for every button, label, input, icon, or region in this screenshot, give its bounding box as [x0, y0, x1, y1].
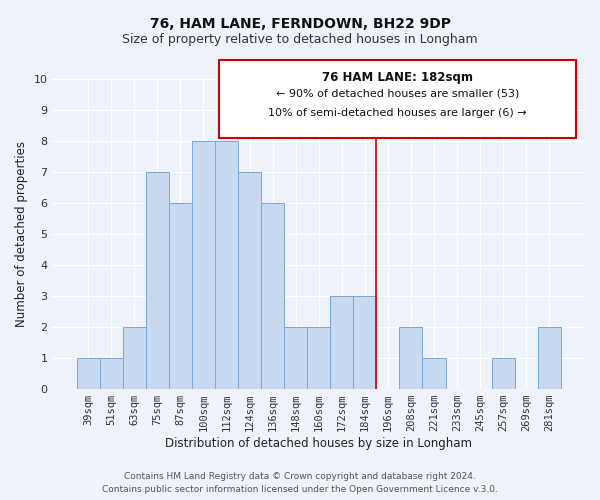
Text: Contains public sector information licensed under the Open Government Licence v.: Contains public sector information licen… [102, 485, 498, 494]
Bar [146, 172, 169, 389]
Text: Contains HM Land Registry data © Crown copyright and database right 2024.: Contains HM Land Registry data © Crown c… [124, 472, 476, 481]
Bar [330, 296, 353, 389]
Bar [400, 327, 422, 389]
Bar [261, 203, 284, 389]
Text: 76, HAM LANE, FERNDOWN, BH22 9DP: 76, HAM LANE, FERNDOWN, BH22 9DP [149, 18, 451, 32]
Bar [123, 327, 146, 389]
Text: ← 90% of detached houses are smaller (53): ← 90% of detached houses are smaller (53… [276, 89, 519, 99]
Bar [422, 358, 446, 389]
Text: Size of property relative to detached houses in Longham: Size of property relative to detached ho… [122, 32, 478, 46]
Bar [100, 358, 123, 389]
Bar [491, 358, 515, 389]
Bar [238, 172, 261, 389]
Y-axis label: Number of detached properties: Number of detached properties [15, 141, 28, 327]
Bar [353, 296, 376, 389]
Bar [77, 358, 100, 389]
Bar [192, 141, 215, 389]
X-axis label: Distribution of detached houses by size in Longham: Distribution of detached houses by size … [165, 437, 472, 450]
Bar [307, 327, 330, 389]
Bar [284, 327, 307, 389]
Bar [538, 327, 561, 389]
Bar [215, 141, 238, 389]
Bar [169, 203, 192, 389]
Text: 76 HAM LANE: 182sqm: 76 HAM LANE: 182sqm [322, 71, 473, 84]
Text: 10% of semi-detached houses are larger (6) →: 10% of semi-detached houses are larger (… [268, 108, 527, 118]
